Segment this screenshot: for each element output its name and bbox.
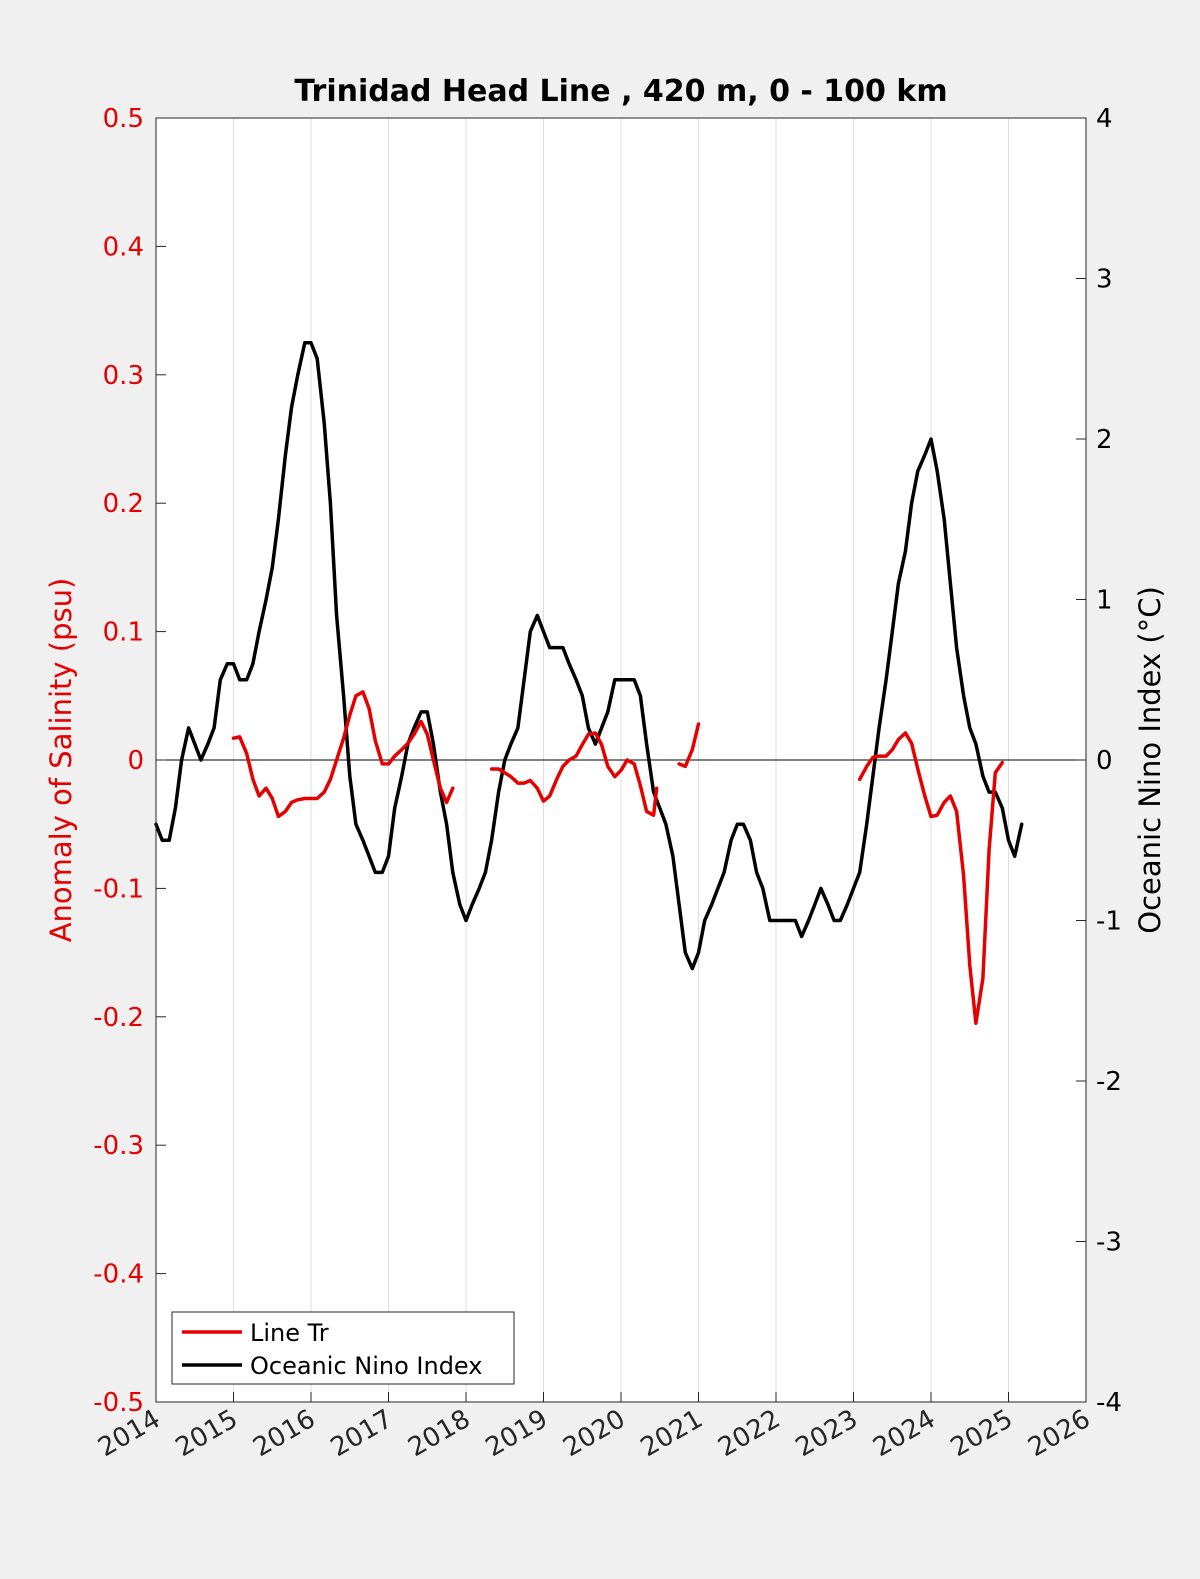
x-tick-label: 2020 (558, 1404, 630, 1463)
left-tick-label: -0.3 (93, 1131, 144, 1161)
x-tick-label: 2021 (636, 1404, 708, 1463)
series-line-salinity-anomaly (489, 731, 659, 817)
left-axis-label: Anomaly of Salinity (psu) (44, 578, 78, 943)
left-y-axis: 0.5 0.4 0.3 0.2 0.1 0 -0.1 -0.2 -0.3 -0.4 -0.5 (93, 104, 166, 1418)
right-tick-label: 1 (1096, 586, 1113, 616)
left-tick-label: 0.1 (103, 618, 144, 648)
series-line-salinity-anomaly (677, 722, 701, 769)
left-tick-label: 0.4 (103, 232, 144, 262)
series-line-salinity-anomaly (857, 731, 1005, 1025)
x-axis: 2014 2015 2016 2017 2018 2019 2020 2021 2022 2023… (93, 1392, 1096, 1463)
x-tick-label: 2025 (946, 1404, 1018, 1463)
left-tick-label: -0.4 (93, 1260, 144, 1290)
legend: Line Tr Oceanic Nino Index (171, 1311, 515, 1385)
x-tick-label: 2017 (326, 1404, 398, 1463)
right-tick-label: -4 (1096, 1388, 1122, 1418)
series-layer (154, 340, 1024, 1025)
left-tick-label: -0.1 (93, 874, 144, 904)
left-tick-label: 0.5 (103, 104, 144, 134)
x-tick-label: 2019 (481, 1404, 553, 1463)
right-tick-label: -2 (1096, 1067, 1122, 1097)
series-line-oceanic-nino-index (154, 340, 1024, 971)
x-tick-label: 2022 (713, 1404, 785, 1463)
x-tick-label: 2015 (171, 1404, 243, 1463)
x-tick-label: 2026 (1023, 1404, 1095, 1463)
right-tick-label: 4 (1096, 104, 1113, 134)
x-tick-label: 2024 (868, 1404, 940, 1463)
legend-box (171, 1311, 515, 1385)
x-tick-label: 2018 (403, 1404, 475, 1463)
right-axis-label: Oceanic Nino Index (°C) (1133, 586, 1167, 934)
x-tick-label: 2016 (248, 1404, 320, 1463)
left-tick-label: 0.3 (103, 361, 144, 391)
legend-label-line-tr: Line Tr (250, 1319, 329, 1347)
right-tick-label: 2 (1096, 425, 1113, 455)
right-tick-label: 3 (1096, 265, 1113, 295)
right-y-axis: 4 3 2 1 0 -1 -2 -3 -4 (1076, 104, 1122, 1418)
left-tick-label: -0.5 (93, 1388, 144, 1418)
left-tick-label: -0.2 (93, 1003, 144, 1033)
x-tick-label: 2023 (791, 1404, 863, 1463)
chart-title: Trinidad Head Line , 420 m, 0 - 100 km (294, 74, 947, 109)
series-line-salinity-anomaly (231, 690, 455, 819)
right-tick-label: -3 (1096, 1228, 1122, 1258)
left-tick-label: 0 (127, 746, 144, 776)
right-tick-label: -1 (1096, 907, 1122, 937)
legend-label-oni: Oceanic Nino Index (250, 1352, 482, 1380)
right-tick-label: 0 (1096, 746, 1113, 776)
left-tick-label: 0.2 (103, 489, 144, 519)
